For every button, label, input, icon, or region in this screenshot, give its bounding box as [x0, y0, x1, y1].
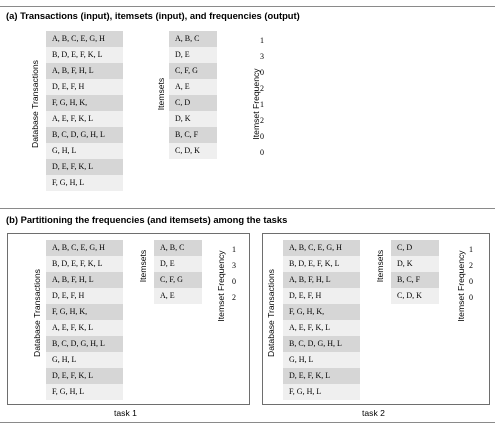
transaction-row: D, E, F, H: [283, 288, 360, 304]
frequency-value: 1: [260, 97, 264, 113]
middle-rule: [0, 208, 495, 209]
section-a-transactions-list: A, B, C, E, G, H B, D, E, F, K, L A, B, …: [46, 31, 123, 191]
task-2-label: task 2: [362, 408, 385, 418]
section-a-title: (a) Transactions (input), itemsets (inpu…: [6, 10, 300, 21]
frequency-value: 0: [469, 290, 473, 306]
itemset-row: A, B, C: [154, 240, 202, 256]
frequency-value: 0: [232, 274, 236, 290]
task-2-frequency-label: Itemset Frequency: [456, 236, 466, 336]
transaction-row: F, G, H, K,: [283, 304, 360, 320]
transaction-row: G, H, L: [283, 352, 360, 368]
transaction-row: A, E, F, K, L: [283, 320, 360, 336]
transaction-row: F, G, H, L: [46, 384, 123, 400]
itemset-row: C, F, G: [154, 272, 202, 288]
itemset-row: D, E: [169, 47, 217, 63]
transaction-row: A, E, F, K, L: [46, 111, 123, 127]
frequency-value: 0: [260, 129, 264, 145]
task-1-transactions-label: Database Transactions: [32, 253, 42, 373]
frequency-value: 0: [260, 145, 264, 161]
transaction-row: F, G, H, L: [46, 175, 123, 191]
section-b-title: (b) Partitioning the frequencies (and it…: [6, 214, 287, 225]
transaction-row: D, E, F, K, L: [46, 368, 123, 384]
itemset-row: A, B, C: [169, 31, 217, 47]
itemset-row: A, E: [154, 288, 202, 304]
transaction-row: A, B, F, H, L: [283, 272, 360, 288]
itemset-row: B, C, F: [169, 127, 217, 143]
frequency-value: 2: [260, 81, 264, 97]
transaction-row: D, E, F, K, L: [46, 159, 123, 175]
transaction-row: A, E, F, K, L: [46, 320, 123, 336]
frequency-value: 2: [469, 258, 473, 274]
task-2-transactions-label: Database Transactions: [266, 253, 276, 373]
frequency-value: 1: [469, 242, 473, 258]
transaction-row: B, C, D, G, H, L: [46, 336, 123, 352]
itemset-row: A, E: [169, 79, 217, 95]
transaction-row: A, B, C, E, G, H: [46, 240, 123, 256]
transaction-row: B, D, E, F, K, L: [283, 256, 360, 272]
itemset-row: D, K: [391, 256, 439, 272]
itemset-row: C, D: [169, 95, 217, 111]
task-2-transactions-list: A, B, C, E, G, H B, D, E, F, K, L A, B, …: [283, 240, 360, 400]
task-2-itemsets-list: C, D D, K B, C, F C, D, K: [391, 240, 439, 304]
task-1-itemsets-list: A, B, C D, E C, F, G A, E: [154, 240, 202, 304]
transaction-row: B, D, E, F, K, L: [46, 47, 123, 63]
task-1-itemsets-label: Itemsets: [138, 241, 148, 291]
task-1-box: [7, 233, 250, 405]
itemset-row: D, K: [169, 111, 217, 127]
task-2-frequency-list: 1 2 0 0: [469, 242, 473, 306]
top-rule: [0, 6, 495, 7]
bottom-rule: [0, 422, 495, 423]
transaction-row: D, E, F, H: [46, 79, 123, 95]
frequency-value: 3: [260, 49, 264, 65]
frequency-value: 2: [260, 113, 264, 129]
frequency-value: 1: [260, 33, 264, 49]
transaction-row: B, C, D, G, H, L: [283, 336, 360, 352]
frequency-value: 1: [232, 242, 236, 258]
transaction-row: A, B, C, E, G, H: [46, 31, 123, 47]
section-a-transactions-label: Database Transactions: [30, 44, 40, 164]
itemset-row: D, E: [154, 256, 202, 272]
itemset-row: B, C, F: [391, 272, 439, 288]
frequency-value: 2: [232, 290, 236, 306]
task-1-label: task 1: [114, 408, 137, 418]
section-a-itemsets-list: A, B, C D, E C, F, G A, E C, D D, K B, C…: [169, 31, 217, 159]
transaction-row: B, C, D, G, H, L: [46, 127, 123, 143]
transaction-row: D, E, F, K, L: [283, 368, 360, 384]
itemset-row: C, D, K: [391, 288, 439, 304]
transaction-row: G, H, L: [46, 143, 123, 159]
transaction-row: A, B, C, E, G, H: [283, 240, 360, 256]
frequency-value: 0: [260, 65, 264, 81]
itemset-row: C, D, K: [169, 143, 217, 159]
transaction-row: F, G, H, K,: [46, 304, 123, 320]
transaction-row: B, D, E, F, K, L: [46, 256, 123, 272]
task-1-frequency-list: 1 3 0 2: [232, 242, 236, 306]
section-a-frequency-list: 1 3 0 2 1 2 0 0: [260, 33, 264, 161]
transaction-row: F, G, H, K,: [46, 95, 123, 111]
frequency-value: 0: [469, 274, 473, 290]
itemset-row: C, F, G: [169, 63, 217, 79]
task-1-transactions-list: A, B, C, E, G, H B, D, E, F, K, L A, B, …: [46, 240, 123, 400]
transaction-row: D, E, F, H: [46, 288, 123, 304]
itemset-row: C, D: [391, 240, 439, 256]
transaction-row: G, H, L: [46, 352, 123, 368]
transaction-row: F, G, H, L: [283, 384, 360, 400]
transaction-row: A, B, F, H, L: [46, 272, 123, 288]
frequency-value: 3: [232, 258, 236, 274]
task-2-itemsets-label: Itemsets: [375, 241, 385, 291]
section-a-itemsets-label: Itemsets: [156, 69, 166, 119]
transaction-row: A, B, F, H, L: [46, 63, 123, 79]
task-1-frequency-label: Itemset Frequency: [216, 236, 226, 336]
